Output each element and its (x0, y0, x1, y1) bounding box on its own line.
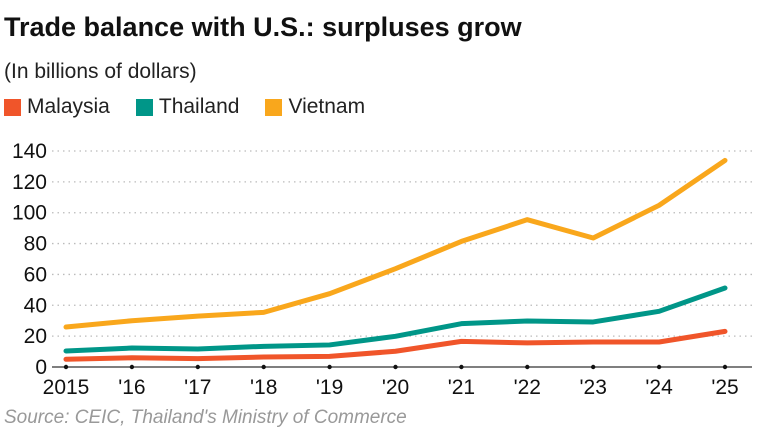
legend-swatch (135, 98, 153, 116)
legend-item-malaysia: Malaysia (4, 95, 110, 119)
x-tick-label: '25 (711, 376, 738, 399)
x-tick-mark (195, 364, 200, 370)
x-tick-label: '24 (645, 376, 673, 399)
source-note: Source: CEIC, Thailand's Ministry of Com… (4, 407, 407, 428)
x-tick-mark (327, 364, 332, 370)
x-tick-mark (591, 364, 596, 370)
chart-subtitle: (In billions of dollars) (4, 60, 197, 83)
x-tick-mark (656, 364, 662, 370)
legend: Malaysia Thailand Vietnam (4, 95, 365, 119)
x-tick-label: '20 (382, 376, 409, 399)
legend-item-vietnam: Vietnam (265, 95, 365, 119)
x-tick-mark (525, 364, 530, 370)
y-tick-label: 0 (35, 356, 47, 379)
x-tick-mark (393, 364, 398, 370)
y-tick-label: 60 (24, 263, 47, 286)
x-tick-mark (129, 364, 135, 370)
x-tick-label: '22 (514, 376, 541, 399)
x-tick-label: '18 (250, 376, 277, 399)
y-tick-label: 120 (12, 171, 47, 194)
series-line-vietnam (63, 157, 728, 330)
legend-item-thailand: Thailand (135, 95, 240, 119)
x-tick-label: 2015 (43, 376, 90, 399)
x-tick-label: '23 (580, 376, 607, 399)
y-tick-label: 80 (24, 233, 47, 256)
x-tick-label: '21 (448, 376, 475, 399)
legend-label: Malaysia (27, 95, 110, 118)
x-tick-label: '17 (184, 376, 211, 399)
chart-title: Trade balance with U.S.: surpluses grow (4, 12, 522, 42)
x-tick-label: '19 (316, 376, 343, 399)
x-tick-mark (459, 364, 464, 370)
legend-label: Vietnam (288, 95, 366, 118)
y-tick-label: 140 (12, 140, 47, 163)
legend-swatch (4, 98, 21, 116)
x-tick-mark (63, 364, 69, 370)
x-tick-mark (261, 364, 266, 370)
legend-label: Thailand (158, 95, 240, 118)
x-tick-label: '16 (118, 376, 145, 399)
y-tick-label: 100 (12, 202, 47, 225)
y-tick-label: 20 (24, 325, 47, 348)
y-tick-label: 40 (24, 294, 47, 317)
legend-swatch (265, 98, 283, 116)
x-tick-mark (722, 364, 728, 370)
